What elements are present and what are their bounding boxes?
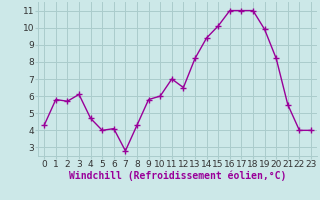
X-axis label: Windchill (Refroidissement éolien,°C): Windchill (Refroidissement éolien,°C) [69, 171, 286, 181]
